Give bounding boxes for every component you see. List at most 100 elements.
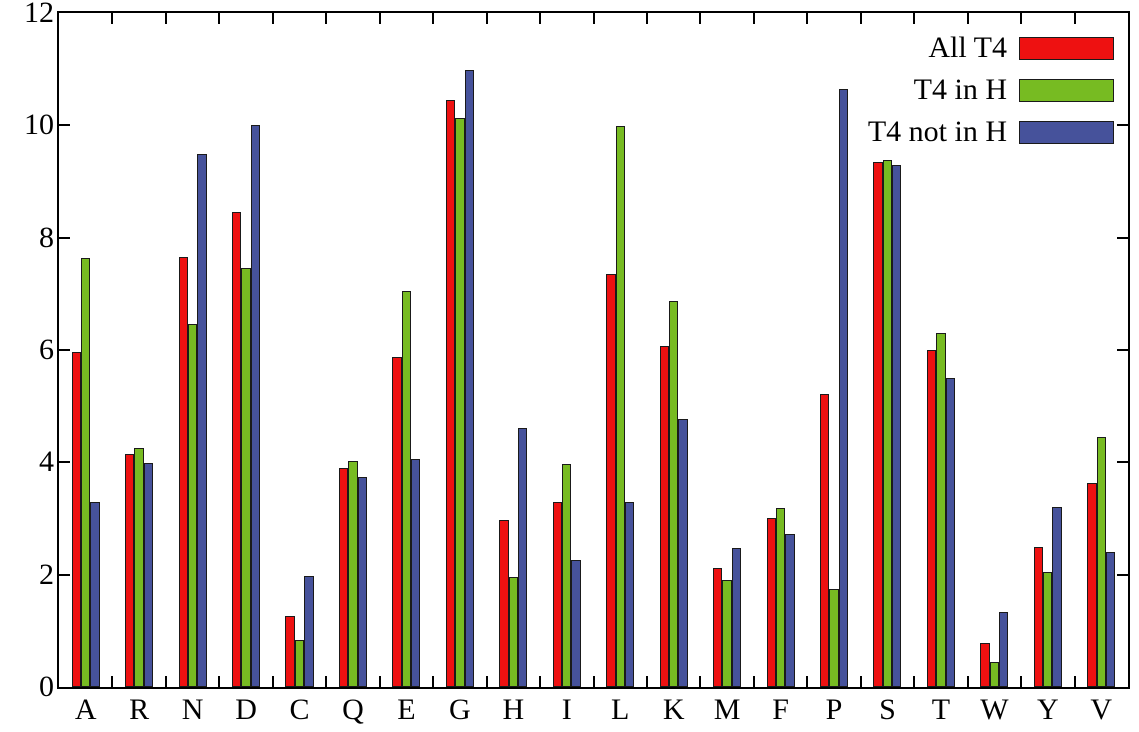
- x-tick-mark: [111, 13, 114, 24]
- x-tick-mark: [752, 676, 755, 687]
- bar: [775, 508, 786, 687]
- bar-group: [873, 13, 902, 687]
- y-tick-mark: [59, 461, 70, 464]
- legend-entry: T4 not in H: [868, 117, 1114, 147]
- bar: [90, 501, 100, 687]
- bar: [571, 560, 581, 687]
- x-tick-mark: [218, 676, 221, 687]
- bar: [338, 467, 349, 687]
- x-tick-mark: [539, 676, 542, 687]
- x-tick-label: I: [561, 693, 572, 726]
- bar: [508, 577, 518, 687]
- y-tick-mark: [1117, 349, 1128, 351]
- bar: [615, 126, 625, 687]
- legend-swatch: [1019, 78, 1114, 102]
- bar-group: [552, 13, 581, 687]
- bar: [562, 464, 572, 687]
- legend-entry: All T4: [928, 33, 1114, 63]
- bar: [785, 533, 795, 687]
- bar: [143, 463, 154, 687]
- x-tick-mark: [966, 13, 969, 24]
- y-tick-mark: [59, 573, 70, 576]
- legend-swatch: [1019, 36, 1114, 60]
- chart-legend: All T4 T4 in H T4 not in H: [868, 33, 1114, 147]
- bar-group: [713, 13, 742, 687]
- x-tick-mark: [325, 13, 328, 24]
- x-tick-mark: [378, 13, 381, 24]
- x-tick-mark: [432, 13, 435, 24]
- x-tick-mark: [1073, 676, 1076, 687]
- bar: [178, 256, 188, 687]
- bar-group: [606, 13, 635, 687]
- x-tick-mark: [378, 676, 381, 687]
- x-tick-mark: [699, 676, 702, 687]
- bar: [829, 588, 839, 687]
- bar: [945, 378, 955, 687]
- bar: [250, 124, 261, 687]
- bar: [125, 453, 135, 687]
- x-tick-mark: [111, 676, 114, 687]
- bar: [187, 323, 198, 687]
- x-tick-label: V: [1090, 693, 1113, 726]
- bar: [499, 520, 509, 687]
- bar: [882, 160, 893, 687]
- bar: [464, 69, 474, 687]
- bar: [926, 350, 937, 687]
- bar: [668, 301, 679, 687]
- x-tick-mark: [271, 676, 274, 687]
- x-tick-label: L: [611, 693, 630, 726]
- bar: [294, 640, 305, 687]
- bar: [1087, 482, 1097, 687]
- bar: [241, 268, 251, 687]
- x-tick-mark: [859, 13, 862, 24]
- x-tick-label: C: [289, 693, 310, 726]
- bar: [606, 273, 616, 687]
- bar-group: [338, 13, 367, 687]
- y-tick-mark: [1117, 236, 1128, 239]
- bar-group: [71, 13, 100, 687]
- bar: [678, 418, 688, 687]
- bar-group: [980, 13, 1009, 687]
- bar: [731, 548, 742, 687]
- x-tick-mark: [1073, 13, 1076, 24]
- bar: [348, 461, 358, 687]
- x-tick-mark: [485, 676, 488, 687]
- bar-group: [766, 13, 795, 687]
- x-tick-mark: [966, 676, 969, 687]
- x-tick-label: T: [931, 693, 951, 726]
- x-tick-label: Y: [1036, 693, 1059, 726]
- y-tick-mark: [59, 236, 70, 239]
- bar: [134, 448, 144, 687]
- x-tick-label: S: [879, 693, 896, 726]
- bar: [304, 575, 314, 687]
- x-tick-mark: [164, 676, 167, 687]
- bar-group: [1087, 13, 1116, 687]
- bar: [232, 212, 242, 687]
- legend-label: T4 not in H: [867, 115, 1007, 148]
- bar: [1052, 507, 1062, 687]
- bar: [357, 476, 367, 687]
- bar-group: [445, 13, 474, 687]
- bar: [1096, 437, 1106, 687]
- x-tick-label: Q: [342, 693, 364, 726]
- bar: [411, 458, 421, 687]
- y-tick-label: 6: [39, 333, 54, 366]
- x-tick-label: R: [129, 693, 150, 726]
- x-tick-mark: [325, 676, 328, 687]
- x-tick-mark: [645, 676, 648, 687]
- bar-group: [232, 13, 261, 687]
- x-tick-mark: [699, 13, 702, 24]
- x-tick-label: W: [980, 693, 1009, 726]
- x-tick-mark: [432, 676, 435, 687]
- x-tick-label: P: [825, 693, 843, 726]
- x-tick-mark: [485, 13, 488, 24]
- bar: [713, 567, 723, 687]
- x-tick-mark: [592, 676, 595, 687]
- x-tick-label: A: [74, 693, 97, 726]
- bar: [455, 118, 465, 687]
- bar-group: [819, 13, 849, 687]
- bar: [285, 615, 295, 687]
- x-tick-mark: [913, 676, 916, 687]
- bar: [722, 580, 732, 687]
- y-tick-mark: [1117, 124, 1128, 127]
